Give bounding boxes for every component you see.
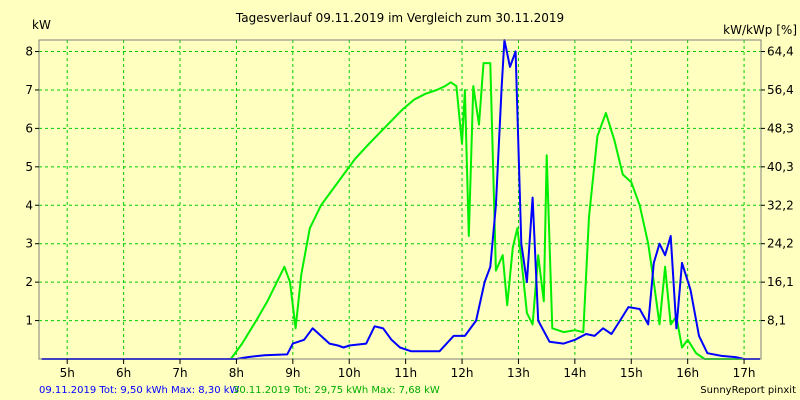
- y-tick-label-left: 6: [25, 121, 33, 135]
- y-tick-label-right: 48,3: [767, 121, 794, 135]
- y-tick-label-right: 56,4: [767, 83, 794, 97]
- y-tick-label-left: 7: [25, 83, 33, 97]
- axes: 5h 6h 7h 8h 9h 10h 11h 12h 13h 14h 15h 16h 17h 1 8,1 2 1…: [25, 45, 793, 380]
- footer-summary-3011: 30.11.2019 Tot: 29,75 kWh Max: 7,68 kW: [233, 385, 440, 396]
- x-tick-label: 7h: [172, 366, 187, 380]
- y-tick-label-left: 5: [25, 160, 33, 174]
- y-axis-label-right: kW/kWp [%]: [723, 23, 797, 37]
- footer-credit: SunnyReport pinxit: [700, 385, 796, 396]
- y-tick-label-right: 16,1: [767, 275, 794, 289]
- y-axis-label-left: kW: [32, 18, 51, 32]
- y-tick-label-left: 3: [25, 237, 33, 251]
- x-tick-label: 12h: [451, 366, 474, 380]
- plot-frame: [38, 39, 762, 360]
- x-tick-label: 11h: [394, 366, 417, 380]
- series-line-30-11-2019: [41, 62, 760, 360]
- y-tick-label-right: 8,1: [767, 314, 786, 328]
- x-tick-label: 16h: [676, 366, 699, 380]
- series-layer: [41, 39, 760, 360]
- y-tick-label-left: 8: [25, 45, 33, 59]
- y-tick-label-right: 32,2: [767, 198, 794, 212]
- x-tick-label: 9h: [285, 366, 300, 380]
- x-tick-label: 14h: [563, 366, 586, 380]
- x-tick-label: 13h: [507, 366, 530, 380]
- x-tick-label: 5h: [60, 366, 75, 380]
- x-tick-label: 8h: [229, 366, 244, 380]
- footer-summary-0911: 09.11.2019 Tot: 9,50 kWh Max: 8,30 kW: [39, 385, 240, 396]
- x-tick-label: 10h: [338, 366, 361, 380]
- series-line-09-11-2019: [41, 39, 760, 360]
- x-tick-label: 6h: [116, 366, 131, 380]
- x-tick-label: 17h: [733, 366, 756, 380]
- y-tick-label-right: 40,3: [767, 160, 794, 174]
- y-tick-label-right: 64,4: [767, 45, 794, 59]
- y-tick-label-left: 4: [25, 198, 33, 212]
- y-tick-label-right: 24,2: [767, 237, 794, 251]
- y-tick-label-left: 1: [25, 314, 33, 328]
- chart-title: Tagesverlauf 09.11.2019 im Vergleich zum…: [235, 11, 564, 25]
- y-tick-label-left: 2: [25, 275, 33, 289]
- x-tick-label: 15h: [620, 366, 643, 380]
